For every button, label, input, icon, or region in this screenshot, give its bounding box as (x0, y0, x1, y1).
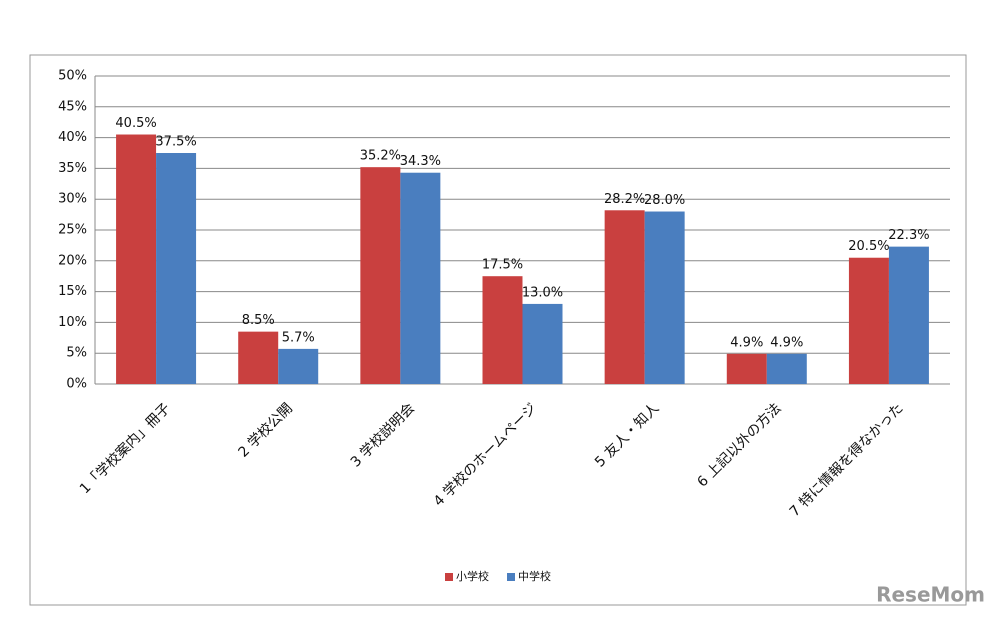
value-label: 28.0% (644, 193, 685, 208)
legend-swatch (445, 573, 453, 581)
value-label: 40.5% (115, 116, 156, 131)
y-tick-label: 25% (58, 223, 87, 238)
legend-label: 中学校 (518, 569, 551, 583)
value-label: 34.3% (400, 154, 441, 169)
value-label: 5.7% (282, 330, 315, 345)
bar (400, 172, 441, 384)
bar (522, 303, 563, 384)
bar (888, 246, 929, 384)
bar (482, 276, 523, 384)
y-tick-label: 0% (66, 377, 87, 392)
y-tick-label: 40% (58, 130, 87, 145)
y-tick-label: 20% (58, 253, 87, 268)
y-tick-label: 35% (58, 161, 87, 176)
x-tick-label: 2 学校公開 (235, 400, 296, 461)
bar (116, 134, 157, 384)
x-tick-label: 5 友人・知人 (591, 400, 662, 471)
value-label: 20.5% (848, 239, 889, 254)
y-tick-label: 45% (58, 99, 87, 114)
y-tick-label: 50% (58, 69, 87, 84)
bar (644, 211, 685, 384)
value-label: 8.5% (242, 313, 275, 328)
x-tick-label: 4 学校のホームページ (430, 400, 540, 510)
value-label: 37.5% (155, 135, 196, 150)
bar (604, 210, 645, 384)
value-label: 13.0% (522, 285, 563, 300)
bar (156, 153, 197, 384)
value-label: 4.9% (730, 335, 763, 350)
bar (848, 257, 889, 384)
y-tick-label: 15% (58, 284, 87, 299)
legend-label: 小学校 (456, 569, 489, 583)
value-label: 17.5% (482, 258, 523, 273)
value-label: 22.3% (888, 228, 929, 243)
bar (238, 331, 279, 384)
bar (360, 167, 401, 384)
legend-swatch (507, 573, 515, 581)
y-tick-label: 10% (58, 315, 87, 330)
y-tick-label: 30% (58, 192, 87, 207)
bar (726, 353, 767, 384)
value-label: 35.2% (360, 149, 401, 164)
x-tick-label: 6 上記以外の方法 (694, 400, 785, 491)
bar (278, 348, 319, 384)
x-tick-label: 7 特に情報を得なかった (786, 400, 906, 520)
x-tick-label: 1「学校案内」冊子 (76, 400, 174, 498)
value-label: 4.9% (770, 335, 803, 350)
bar (766, 353, 807, 384)
watermark: ReseMom (876, 583, 985, 607)
y-tick-label: 5% (66, 346, 87, 361)
x-tick-label: 3 学校説明会 (347, 400, 418, 471)
chart-border (29, 54, 967, 606)
value-label: 28.2% (604, 192, 645, 207)
